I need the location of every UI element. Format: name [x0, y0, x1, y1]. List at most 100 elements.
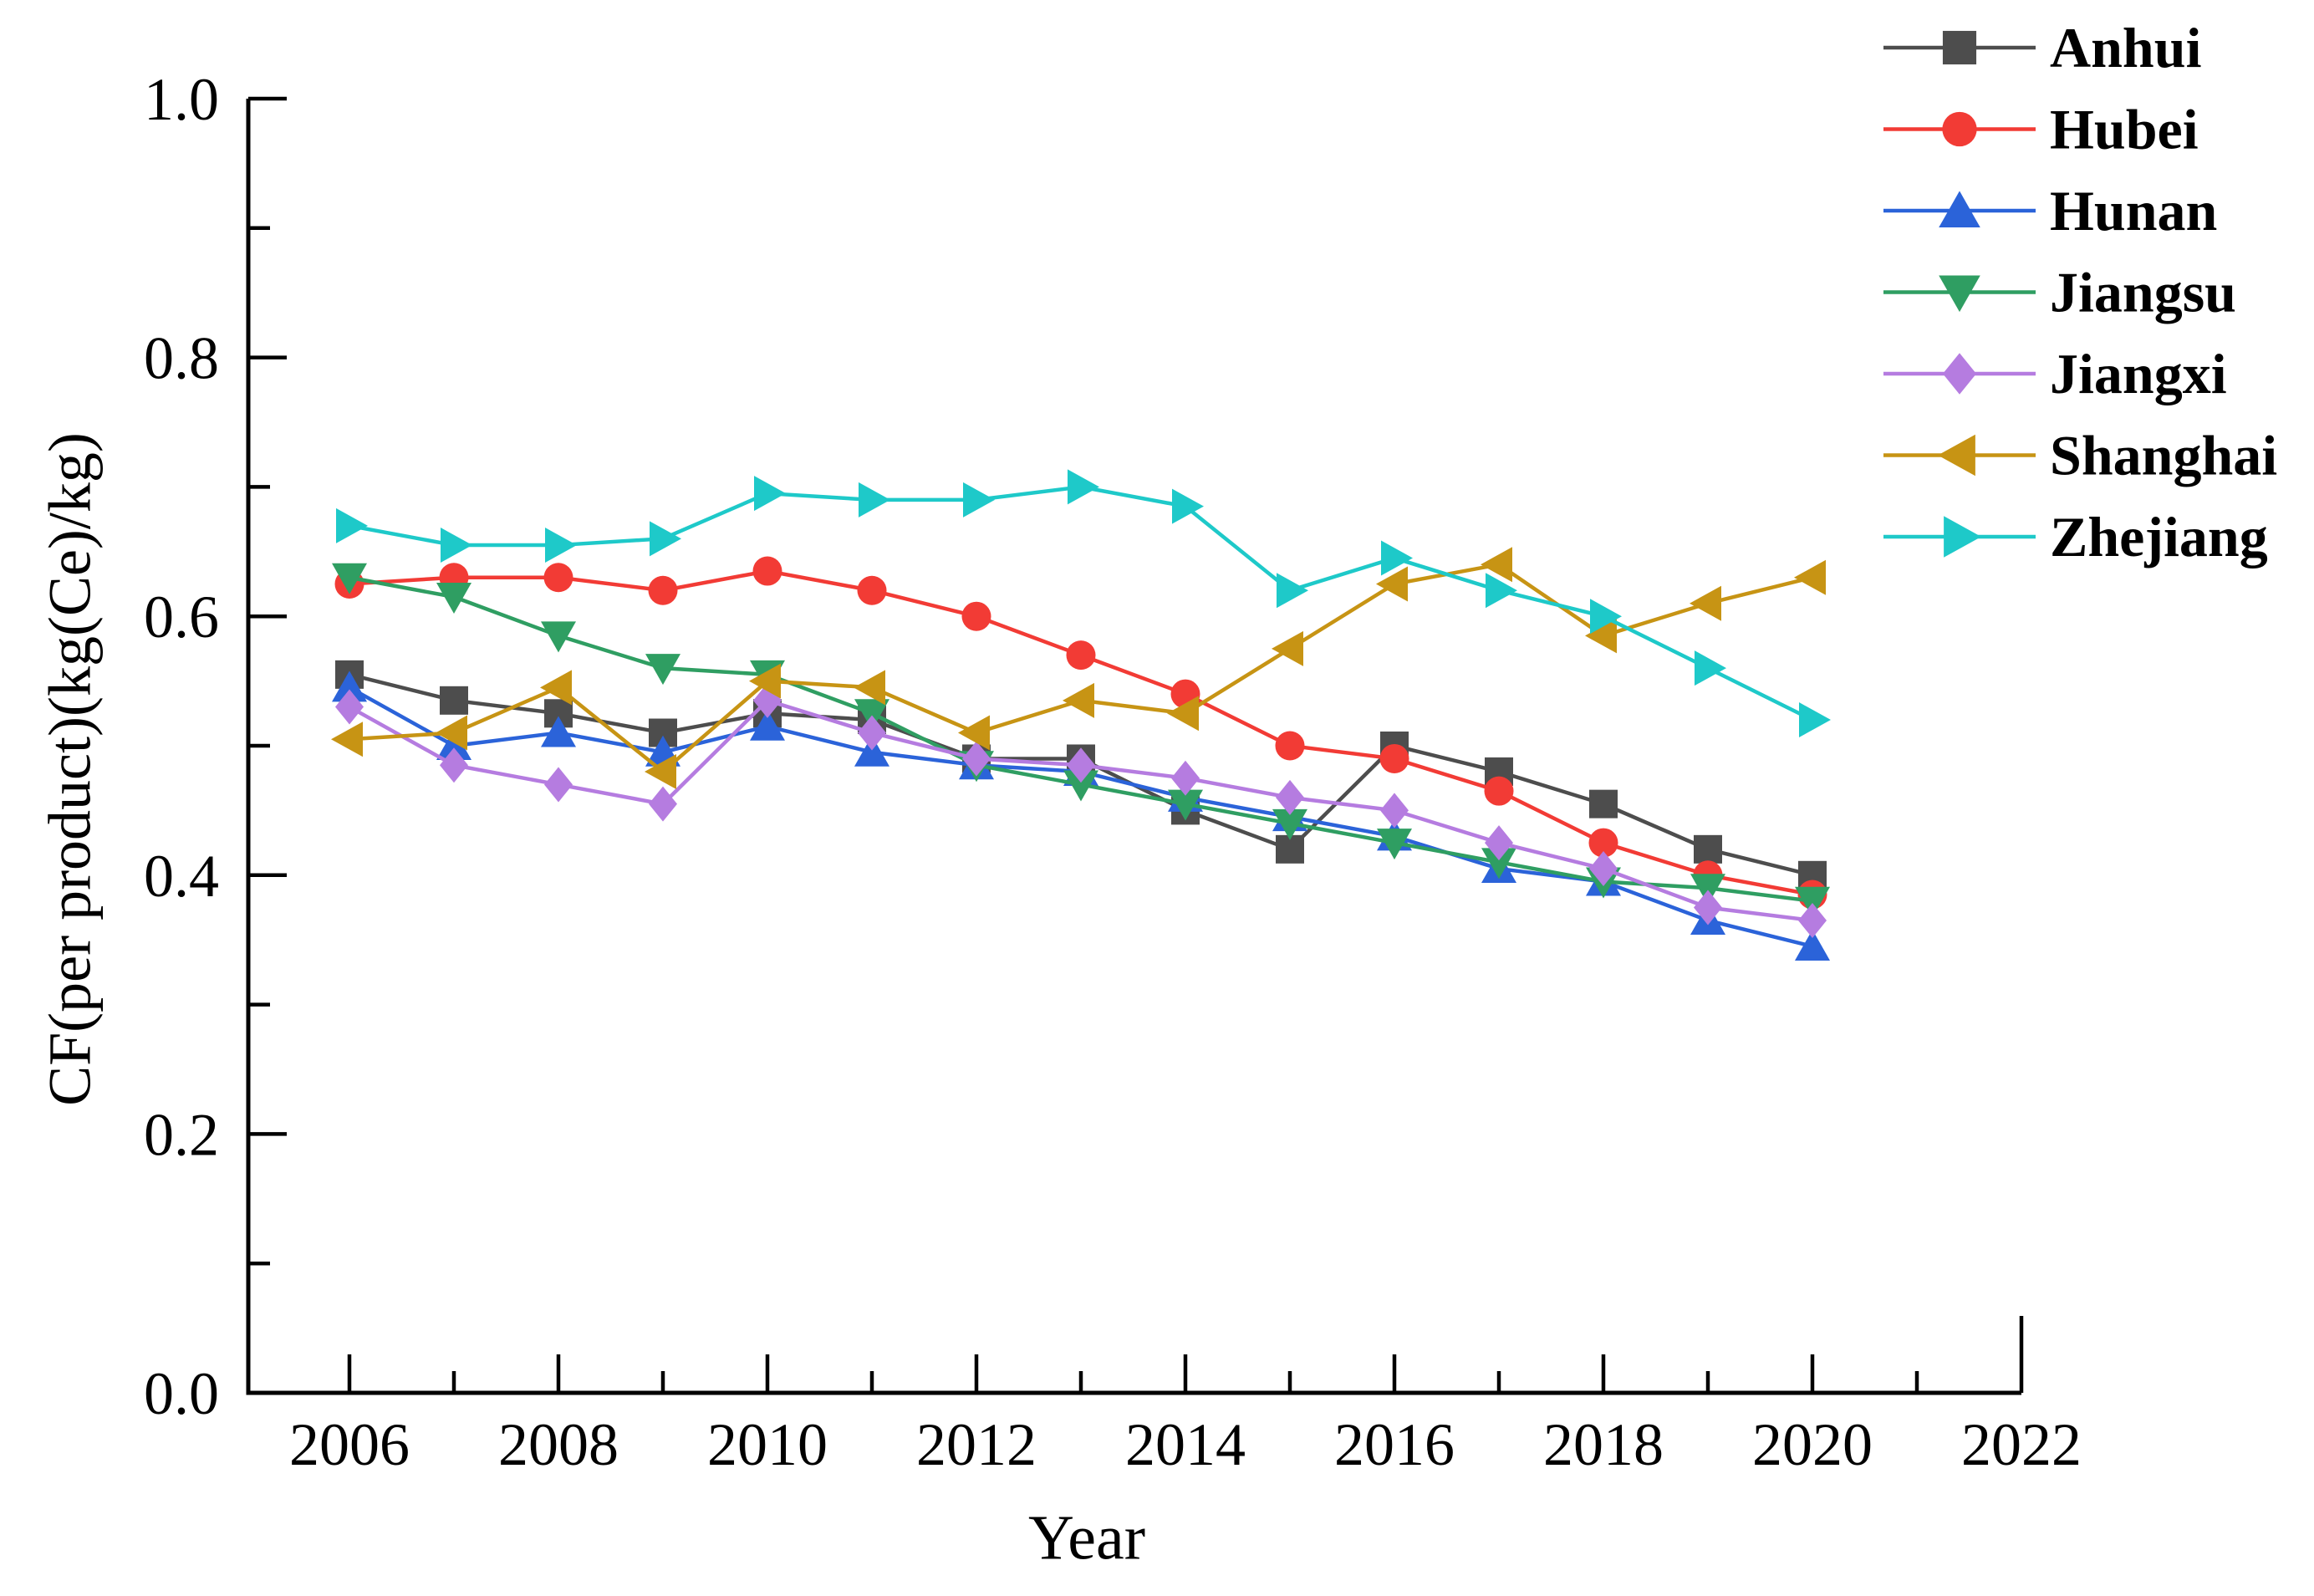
data-point — [540, 670, 572, 706]
y-tick-label: 0.0 — [144, 1360, 219, 1427]
data-point — [962, 741, 991, 777]
data-point — [1067, 747, 1095, 783]
ticks — [248, 96, 2024, 1393]
data-point — [1485, 825, 1513, 861]
x-tick-label: 2020 — [1752, 1411, 1873, 1478]
legend-label: Jiangxi — [2050, 342, 2227, 405]
axes-spines — [246, 99, 2021, 1395]
data-point — [331, 722, 363, 757]
legend: Anhui Hubei Hunan Jiangsu Jiangxi Shanghai Zhe… — [1883, 16, 2277, 569]
data-point — [1277, 573, 1308, 609]
legend-marker-circle — [1942, 111, 1977, 147]
data-point — [1795, 886, 1830, 918]
data-point — [1066, 640, 1096, 671]
x-tick-label: 2010 — [707, 1411, 828, 1478]
x-tick-label: 2008 — [498, 1411, 619, 1478]
x-tick-label: 2018 — [1543, 1411, 1664, 1478]
data-point — [1063, 770, 1098, 802]
legend-marker-diamond — [1942, 353, 1977, 395]
y-tick-label: 1.0 — [144, 66, 219, 133]
data-point — [645, 654, 680, 686]
legend-item-zhejiang: Zhejiang — [1883, 505, 2268, 569]
legend-label: Jiangsu — [2050, 261, 2236, 324]
data-point — [335, 689, 364, 725]
legend-marker-triangle-right — [1944, 516, 1981, 558]
legend-marker-triangle-left — [1938, 434, 1975, 477]
data-point — [1589, 789, 1618, 818]
data-point — [1167, 696, 1199, 732]
y-tick-label: 0.6 — [144, 584, 219, 650]
data-point — [1481, 848, 1516, 880]
data-point — [752, 556, 782, 586]
legend-marker-triangle-up — [1939, 191, 1980, 228]
data-point — [1795, 929, 1830, 961]
legend-item-hubei: Hubei — [1883, 98, 2199, 161]
data-point — [649, 786, 677, 822]
data-point — [1171, 760, 1200, 796]
data-point — [648, 575, 678, 605]
data-point — [1276, 779, 1304, 815]
data-point — [1063, 682, 1094, 718]
data-point — [1484, 776, 1514, 806]
data-point — [1486, 573, 1517, 609]
data-point — [1695, 650, 1726, 686]
data-point — [958, 715, 990, 751]
data-point — [858, 715, 886, 751]
series-jiangxi — [335, 682, 1827, 938]
data-point — [1481, 547, 1512, 583]
x-tick-label: 2012 — [916, 1411, 1037, 1478]
data-point — [749, 663, 781, 699]
legend-item-jiangxi: Jiangxi — [1883, 342, 2227, 405]
data-point — [440, 686, 468, 715]
data-point — [1690, 874, 1725, 905]
data-point — [1172, 488, 1204, 524]
data-point — [859, 482, 890, 518]
data-point — [754, 476, 786, 512]
data-point — [436, 715, 467, 751]
legend-marker-square — [1942, 30, 1977, 65]
data-point — [1272, 630, 1303, 666]
data-point — [1690, 585, 1721, 621]
legend-item-hunan: Hunan — [1883, 179, 2217, 242]
legend-label: Hunan — [2050, 179, 2217, 242]
data-point — [1799, 702, 1831, 738]
data-point — [543, 563, 573, 593]
data-point — [857, 575, 887, 605]
tick-labels: 0.0 0.2 0.4 0.6 0.8 1.0 2006 2008 2010 2012 2014 20… — [144, 66, 2082, 1478]
legend-label: Anhui — [2050, 16, 2201, 79]
data-point — [854, 735, 889, 767]
legend-label: Shanghai — [2050, 424, 2277, 487]
legend-item-shanghai: Shanghai — [1883, 424, 2277, 487]
data-point — [336, 507, 368, 543]
data-point — [544, 767, 573, 803]
data-point — [545, 528, 577, 563]
y-tick-label: 0.2 — [144, 1101, 219, 1168]
data-point — [961, 601, 991, 631]
data-point — [1694, 834, 1722, 864]
y-axis-title: CF(per product)(kg(Ce)/kg) — [36, 432, 104, 1106]
data-point — [1168, 789, 1203, 821]
data-point — [1377, 829, 1412, 860]
y-tick-label: 0.8 — [144, 325, 219, 392]
data-point — [1272, 808, 1307, 840]
data-point — [1590, 599, 1622, 635]
data-point — [1798, 902, 1827, 938]
series-zhejiang — [336, 469, 1831, 738]
x-tick-label: 2016 — [1334, 1411, 1455, 1478]
data-point — [650, 521, 681, 557]
legend-item-anhui: Anhui — [1883, 16, 2201, 79]
data-point — [750, 709, 785, 741]
legend-item-jiangsu: Jiangsu — [1883, 261, 2236, 324]
legend-label: Hubei — [2050, 98, 2199, 161]
data-point — [436, 582, 471, 614]
data-point — [1376, 566, 1408, 602]
data-point — [1794, 559, 1826, 595]
x-tick-label: 2006 — [289, 1411, 410, 1478]
x-tick-label: 2022 — [1961, 1411, 2082, 1478]
y-tick-label: 0.4 — [144, 843, 219, 910]
data-point — [1275, 731, 1305, 761]
data-point — [541, 716, 576, 747]
data-point — [963, 482, 995, 518]
